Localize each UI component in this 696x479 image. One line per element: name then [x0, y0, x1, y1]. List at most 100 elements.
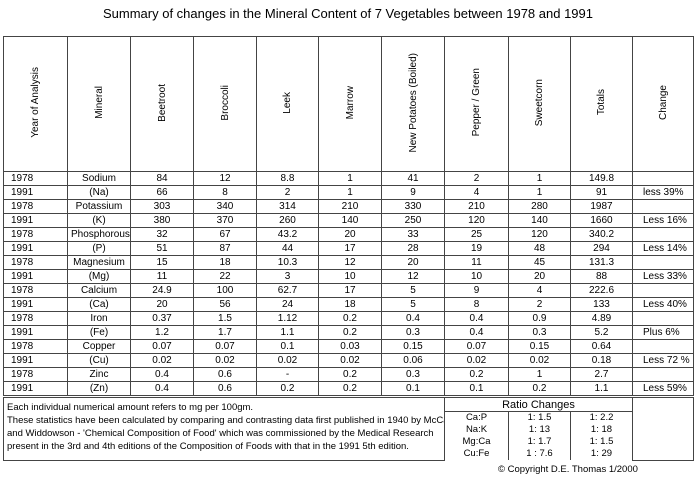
- value-cell: 66: [130, 185, 194, 200]
- year-cell: 1991: [3, 381, 68, 396]
- value-cell: 1.1: [570, 381, 633, 396]
- value-cell: 8: [193, 185, 257, 200]
- value-cell: 1660: [570, 213, 633, 228]
- year-cell: 1978: [3, 255, 68, 270]
- value-cell: 1: [318, 185, 382, 200]
- change-cell: [632, 227, 694, 242]
- value-cell: 0.2: [318, 311, 382, 326]
- empty-cell: [632, 397, 694, 461]
- value-cell: 340.2: [570, 227, 633, 242]
- header-cell: New Potatoes (Boiled): [381, 36, 445, 172]
- value-cell: 0.02: [193, 353, 257, 368]
- value-cell: 314: [256, 199, 319, 214]
- data-row: 1991 (K) 380 370 260 140 250 120 140 1660 Less 16%: [3, 213, 694, 228]
- header-cell: Mineral: [67, 36, 131, 172]
- value-cell: 280: [508, 199, 571, 214]
- value-cell: 20: [318, 227, 382, 242]
- column-header: Broccoli: [219, 84, 231, 121]
- value-cell: 12: [193, 171, 257, 186]
- value-cell: 0.37: [130, 311, 194, 326]
- ratio-cell: 1: 13: [508, 424, 571, 436]
- data-row: 1978 Magnesium 15 18 10.3 12 20 11 45 131.3: [3, 255, 694, 270]
- change-cell: [632, 255, 694, 270]
- value-cell: 1: [508, 367, 571, 382]
- mineral-cell: (Fe): [67, 325, 131, 340]
- value-cell: 222.6: [570, 283, 633, 298]
- ratio-row: Ca:P 1: 1.5 1: 2.2: [4, 411, 694, 424]
- mineral-cell: (Na): [67, 185, 131, 200]
- value-cell: 0.2: [318, 381, 382, 396]
- value-cell: 84: [130, 171, 194, 186]
- value-cell: 44: [256, 241, 319, 256]
- note-line: These statistics have been calculated by…: [7, 415, 445, 426]
- value-cell: 0.4: [444, 325, 509, 340]
- value-cell: 149.8: [570, 171, 633, 186]
- data-row: 1991 (Fe) 1.2 1.7 1.1 0.2 0.3 0.4 0.3 5.2 Plus 6%: [3, 325, 694, 340]
- header-cell: Leek: [256, 36, 319, 172]
- value-cell: 1.1: [256, 325, 319, 340]
- year-cell: 1991: [3, 213, 68, 228]
- column-header: Beetroot: [156, 83, 168, 122]
- change-cell: Less 14%: [632, 241, 694, 256]
- ratio-cell: Na:K: [444, 424, 509, 436]
- data-row: 1978 Iron 0.37 1.5 1.12 0.2 0.4 0.4 0.9 4.89: [3, 311, 694, 326]
- value-cell: 4: [508, 283, 571, 298]
- value-cell: 91: [570, 185, 633, 200]
- title: Summary of changes in the Mineral Conten…: [103, 6, 593, 21]
- value-cell: 0.9: [508, 311, 571, 326]
- value-cell: 41: [381, 171, 445, 186]
- value-cell: 88: [570, 269, 633, 284]
- mineral-cell: Phosphorous: [67, 227, 131, 242]
- ratio-cell: Mg:Ca: [444, 436, 509, 448]
- column-header: Year of Analysis: [30, 67, 41, 138]
- value-cell: 0.03: [318, 339, 382, 354]
- mineral-cell: (P): [67, 241, 131, 256]
- value-cell: 120: [508, 227, 571, 242]
- value-cell: 3: [256, 269, 319, 284]
- value-cell: 9: [381, 185, 445, 200]
- year-cell: 1978: [3, 171, 68, 186]
- value-cell: 43.2: [256, 227, 319, 242]
- change-cell: Less 59%: [632, 381, 694, 396]
- header-cell: Sweetcorn: [508, 36, 571, 172]
- value-cell: 18: [318, 297, 382, 312]
- value-cell: 0.6: [193, 381, 257, 396]
- value-cell: 260: [256, 213, 319, 228]
- value-cell: 5: [381, 297, 445, 312]
- change-cell: [632, 171, 694, 186]
- value-cell: 17: [318, 283, 382, 298]
- value-cell: 0.2: [508, 381, 571, 396]
- value-cell: 56: [193, 297, 257, 312]
- mineral-cell: (Ca): [67, 297, 131, 312]
- value-cell: 0.2: [318, 325, 382, 340]
- value-cell: 100: [193, 283, 257, 298]
- ratio-cell: 1 : 7.6: [508, 448, 571, 460]
- copyright: © Copyright D.E. Thomas 1/2000: [498, 464, 638, 475]
- value-cell: 0.4: [444, 311, 509, 326]
- change-cell: [632, 339, 694, 354]
- value-cell: 0.1: [381, 381, 445, 396]
- ratio-cell: 1: 1.5: [508, 411, 571, 424]
- value-cell: 51: [130, 241, 194, 256]
- data-row: 1978 Phosphorous 32 67 43.2 20 33 25 120 340.2: [3, 227, 694, 242]
- value-cell: 210: [444, 199, 509, 214]
- column-header: Change: [657, 84, 669, 121]
- value-cell: 1: [508, 185, 571, 200]
- year-cell: 1991: [3, 325, 68, 340]
- value-cell: 4: [444, 185, 509, 200]
- value-cell: 20: [130, 297, 194, 312]
- change-cell: Plus 6%: [632, 325, 694, 340]
- value-cell: 0.4: [130, 367, 194, 382]
- year-cell: 1978: [3, 227, 68, 242]
- mineral-cell: (Zn): [67, 381, 131, 396]
- value-cell: 294: [570, 241, 633, 256]
- value-cell: 131.3: [570, 255, 633, 270]
- change-cell: Less 16%: [632, 213, 694, 228]
- value-cell: 330: [381, 199, 445, 214]
- data-row: 1991 (Ca) 20 56 24 18 5 8 2 133 Less 40%: [3, 297, 694, 312]
- value-cell: 28: [381, 241, 445, 256]
- value-cell: 133: [570, 297, 633, 312]
- value-cell: 370: [193, 213, 257, 228]
- column-header: Sweetcorn: [534, 78, 545, 127]
- header-cell: Marrow: [318, 36, 382, 172]
